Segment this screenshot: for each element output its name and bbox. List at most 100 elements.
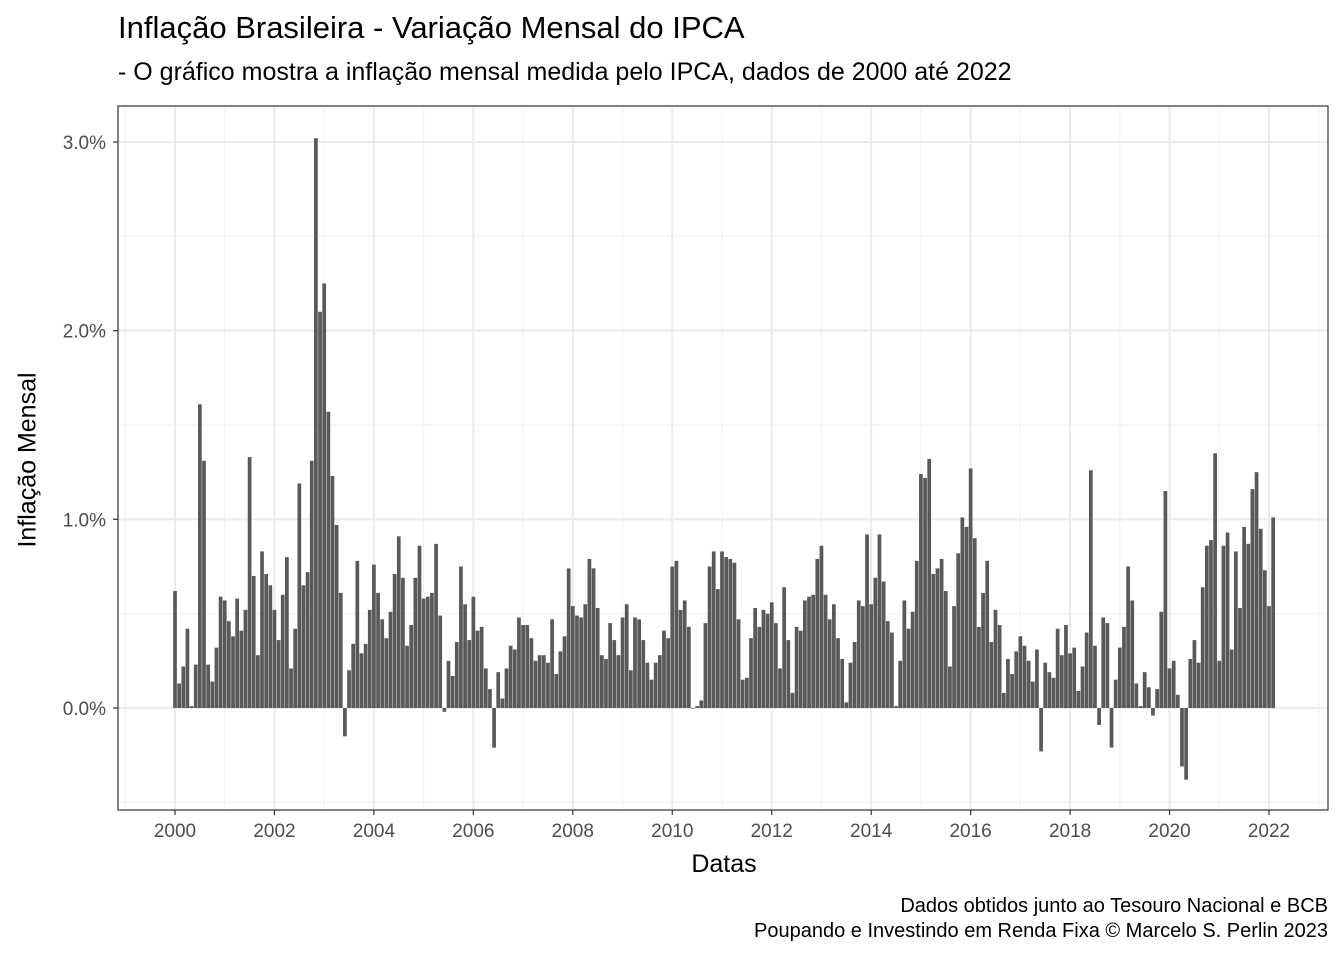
bar xyxy=(981,592,985,708)
bar xyxy=(1076,691,1081,708)
x-tick-label: 2000 xyxy=(154,821,196,842)
bar xyxy=(459,566,463,708)
bar xyxy=(173,591,177,708)
bar xyxy=(285,557,289,708)
bar xyxy=(919,474,923,708)
bar xyxy=(587,558,592,708)
bar xyxy=(1010,674,1014,708)
bar xyxy=(811,594,816,708)
bar xyxy=(463,604,467,708)
bar xyxy=(231,636,235,708)
bar xyxy=(674,560,679,708)
bar xyxy=(276,640,281,708)
bar xyxy=(504,668,509,708)
bar xyxy=(1238,608,1242,708)
bar xyxy=(637,619,641,708)
bar xyxy=(1072,647,1077,708)
x-ticks: 2000 2002 2004 2006 2008 2010 2012 2014 2016 2018… xyxy=(154,810,1290,842)
bar xyxy=(384,638,389,708)
bar xyxy=(699,700,704,708)
bar xyxy=(483,668,488,708)
x-tick-label: 2016 xyxy=(949,821,991,842)
bar xyxy=(1142,672,1147,708)
bar xyxy=(1088,470,1093,708)
bar xyxy=(765,613,770,708)
bar xyxy=(1192,640,1197,708)
bar xyxy=(865,534,869,708)
bar xyxy=(562,636,567,708)
bar xyxy=(666,638,670,708)
bar xyxy=(948,666,952,708)
bar xyxy=(670,566,675,708)
bar xyxy=(256,655,260,708)
bar xyxy=(541,655,546,708)
bar xyxy=(736,619,741,708)
bar xyxy=(931,574,936,708)
bar xyxy=(608,623,612,708)
bar xyxy=(993,609,998,708)
bar xyxy=(728,558,733,708)
bar xyxy=(575,615,579,708)
bar xyxy=(409,624,414,708)
bar xyxy=(430,592,434,708)
bar xyxy=(1267,606,1271,708)
bar xyxy=(774,623,778,708)
bar xyxy=(512,649,517,708)
bar xyxy=(1196,662,1201,708)
bar xyxy=(703,623,708,708)
x-tick-label: 2004 xyxy=(353,821,396,842)
bar xyxy=(475,630,480,708)
x-tick-label: 2002 xyxy=(253,821,295,842)
bar xyxy=(496,672,501,708)
bar xyxy=(343,708,347,737)
bar xyxy=(1163,491,1168,708)
bar xyxy=(185,628,190,708)
bar xyxy=(1122,626,1126,708)
bar xyxy=(836,638,840,708)
bar xyxy=(753,608,758,708)
bar xyxy=(1039,708,1043,752)
bar xyxy=(500,698,505,708)
bar xyxy=(1022,645,1027,708)
bar xyxy=(1138,706,1143,708)
bar xyxy=(508,645,513,708)
bar xyxy=(906,628,911,708)
bar xyxy=(985,560,990,708)
bar xyxy=(363,643,368,708)
bar xyxy=(202,460,206,708)
bar xyxy=(1068,653,1072,708)
bar xyxy=(1130,600,1135,708)
bar xyxy=(852,641,857,708)
bar xyxy=(177,683,182,708)
bar xyxy=(1134,683,1139,708)
bar xyxy=(1250,489,1255,708)
bar xyxy=(218,596,223,708)
bar xyxy=(446,660,451,708)
bar xyxy=(997,624,1002,708)
bar xyxy=(550,619,554,708)
bar xyxy=(347,670,351,708)
bar xyxy=(338,592,343,708)
bar xyxy=(558,651,563,708)
bar xyxy=(479,626,484,708)
y-tick-label: 1.0% xyxy=(63,510,106,531)
bar xyxy=(645,662,650,708)
bar xyxy=(471,596,476,708)
bar xyxy=(351,643,356,708)
bar xyxy=(861,606,865,708)
x-tick-label: 2010 xyxy=(651,821,693,842)
bar xyxy=(595,608,600,708)
bar xyxy=(1109,708,1114,748)
bar xyxy=(628,670,633,708)
bar xyxy=(322,283,327,708)
bar xyxy=(264,574,269,708)
bar xyxy=(1188,658,1193,708)
bar xyxy=(1254,472,1259,708)
y-tick-label: 2.0% xyxy=(63,322,106,343)
bar xyxy=(533,660,538,708)
bar xyxy=(566,568,571,708)
bar xyxy=(314,138,318,708)
bar xyxy=(910,611,915,708)
bar xyxy=(653,662,658,708)
bar xyxy=(927,458,932,708)
